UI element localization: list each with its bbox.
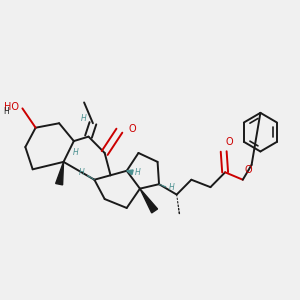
Polygon shape (56, 162, 64, 185)
Text: H: H (81, 114, 87, 123)
Text: O: O (128, 124, 136, 134)
Text: O: O (244, 165, 252, 175)
Polygon shape (140, 189, 158, 213)
Text: HO: HO (4, 102, 20, 112)
Text: O: O (225, 137, 233, 147)
Text: H: H (79, 168, 85, 177)
Text: H: H (3, 107, 9, 116)
Text: H: H (169, 183, 174, 192)
Text: H: H (72, 148, 78, 158)
Polygon shape (127, 170, 133, 175)
Text: H: H (135, 168, 141, 177)
